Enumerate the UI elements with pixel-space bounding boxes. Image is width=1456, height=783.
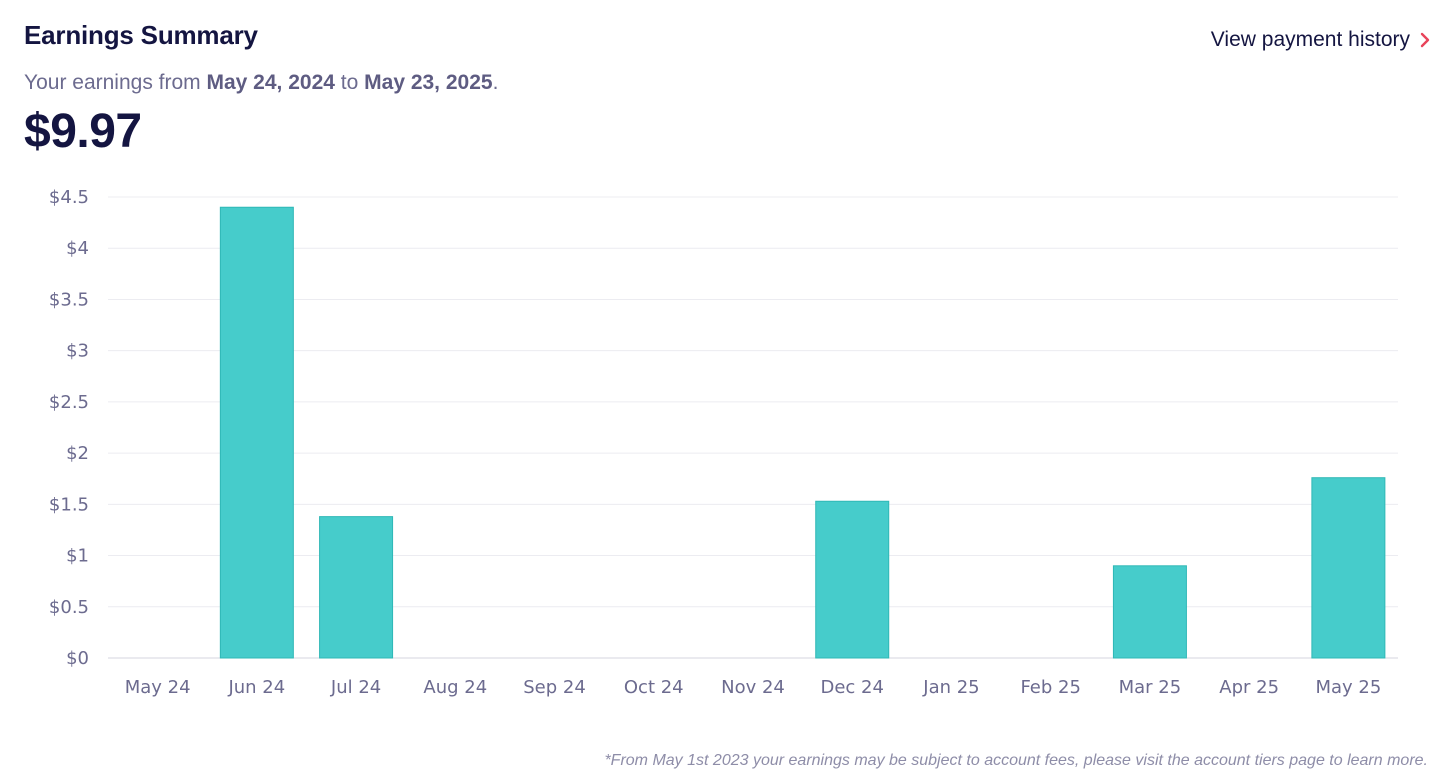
page-title: Earnings Summary xyxy=(24,20,258,50)
x-tick-label: Jun 24 xyxy=(227,677,285,698)
x-tick-label: Nov 24 xyxy=(721,677,785,698)
start-date: May 24, 2024 xyxy=(206,71,335,94)
y-tick-label: $2.5 xyxy=(49,392,89,413)
earnings-bar-chart: $0 $0.5 $1 $1.5 $2 $2.5 $3 $3.5 $4 $4.5 May 24 Jun … xyxy=(49,187,1398,698)
subtitle-suffix: . xyxy=(492,71,499,94)
y-tick-label: $1 xyxy=(66,546,89,567)
chevron-right-icon xyxy=(1420,32,1430,48)
bar-jul-24[interactable] xyxy=(319,516,394,659)
history-link-label: View payment history xyxy=(1210,28,1410,51)
y-tick-label: $1.5 xyxy=(49,494,89,515)
x-tick-label: May 25 xyxy=(1315,677,1381,698)
x-tick-label: Oct 24 xyxy=(624,677,684,698)
x-tick-label: Aug 24 xyxy=(423,677,487,698)
y-tick-label: $4.5 xyxy=(49,187,89,208)
y-tick-label: $4 xyxy=(66,238,89,259)
y-tick-label: $3.5 xyxy=(49,289,89,310)
x-tick-label: Jul 24 xyxy=(330,677,381,698)
x-tick-label: Apr 25 xyxy=(1219,677,1279,698)
x-tick-label: Feb 25 xyxy=(1020,677,1081,698)
x-tick-label: Jan 25 xyxy=(922,677,979,698)
bar-dec-24[interactable] xyxy=(815,500,890,659)
y-tick-label: $0 xyxy=(66,648,89,669)
account-fees-footnote: *From May 1st 2023 your earnings may be … xyxy=(604,752,1428,769)
total-earnings: $9.97 xyxy=(24,105,142,158)
date-range-text: Your earnings from May 24, 2024 to May 2… xyxy=(24,71,498,95)
y-tick-label: $3 xyxy=(66,341,89,362)
x-tick-label: Sep 24 xyxy=(523,677,586,698)
x-tick-label: Dec 24 xyxy=(820,677,883,698)
bar-may-25[interactable] xyxy=(1311,477,1386,659)
x-tick-label: May 24 xyxy=(125,677,191,698)
subtitle-prefix: Your earnings from xyxy=(24,71,201,94)
bar-mar-25[interactable] xyxy=(1112,565,1187,659)
bar-jun-24[interactable] xyxy=(219,206,294,659)
y-tick-label: $2 xyxy=(66,443,89,464)
view-payment-history-link[interactable]: View payment history xyxy=(1211,28,1430,52)
subtitle-mid: to xyxy=(340,71,359,94)
end-date: May 23, 2025 xyxy=(364,71,493,94)
y-tick-label: $0.5 xyxy=(49,597,89,618)
x-tick-label: Mar 25 xyxy=(1119,677,1182,698)
